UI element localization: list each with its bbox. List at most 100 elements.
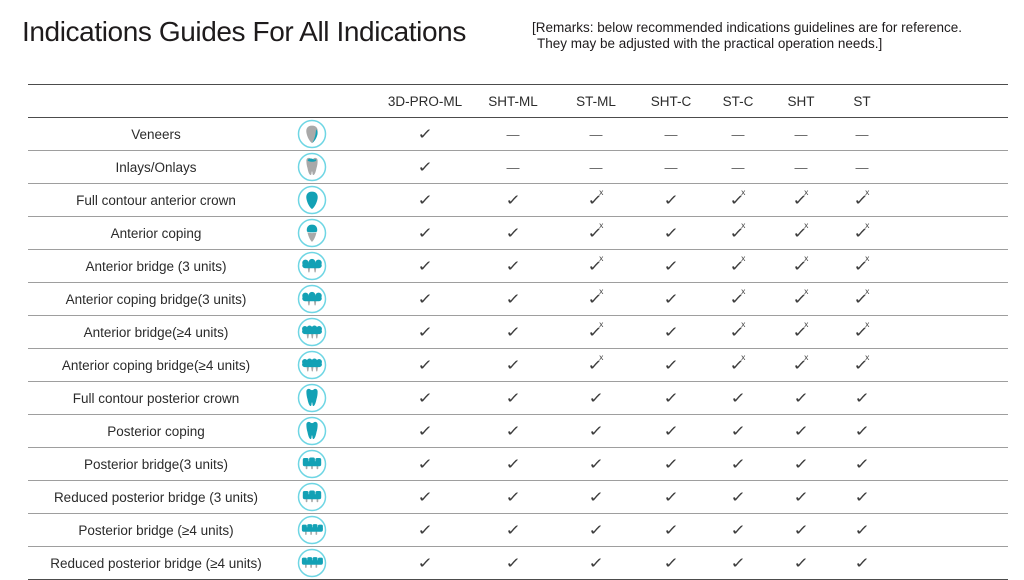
row-label: Full contour anterior crown (76, 192, 236, 208)
indication-mark-cell: ✓x (556, 217, 636, 249)
indication-mark-cell: ✓x (770, 250, 832, 282)
indication-mark-cell: ✓ (556, 547, 636, 579)
check-mark: ✓ (588, 553, 604, 572)
row-gap-spacer (340, 514, 380, 546)
header-icon-spacer (284, 85, 340, 117)
check-mark: ✓ (588, 388, 604, 407)
check-mark: ✓ (417, 190, 433, 209)
indication-mark-cell: ✓ (636, 415, 706, 447)
indication-mark-cell: ✓x (770, 316, 832, 348)
header-filler (892, 85, 1008, 117)
indication-mark-cell: ✓ (636, 349, 706, 381)
indication-mark-cell: — (470, 151, 556, 183)
check-mark: ✓ (417, 289, 433, 308)
indication-mark-cell: ✓ (470, 184, 556, 216)
check-with-x-mark: ✓x (792, 187, 809, 209)
row-gap-spacer (340, 184, 380, 216)
row-gap-spacer (340, 547, 380, 579)
check-mark: ✓ (663, 322, 679, 341)
indication-mark-cell: ✓x (770, 184, 832, 216)
remarks-note: [Remarks: below recommended indications … (532, 16, 1014, 52)
check-mark: ✓ (663, 190, 679, 209)
check-mark: ✓ (854, 421, 870, 440)
check-mark: ✓ (854, 487, 870, 506)
indication-mark-cell: ✓ (770, 382, 832, 414)
indication-mark-cell: ✓ (706, 514, 770, 546)
check-mark: ✓ (793, 421, 809, 440)
indication-mark-cell: ✓ (636, 547, 706, 579)
check-mark: ✓ (417, 454, 433, 473)
check-mark: ✓ (417, 487, 433, 506)
check-mark: ✓ (505, 256, 521, 275)
indication-mark-cell: ✓ (636, 382, 706, 414)
table-header-row: 3D-PRO-ML SHT-ML ST-ML SHT-C ST-C SHT ST (28, 85, 1008, 118)
row-label: Reduced posterior bridge (≥4 units) (50, 555, 262, 571)
column-header-st: ST (853, 93, 871, 109)
indication-mark-cell: ✓x (770, 349, 832, 381)
table-row: Veneers ✓ — — — — — — (28, 118, 1008, 150)
indication-mark-cell: ✓ (470, 382, 556, 414)
indication-mark-cell: ✓ (636, 250, 706, 282)
indication-mark-cell: ✓ (636, 217, 706, 249)
indication-mark-cell: ✓x (706, 217, 770, 249)
row-label: Veneers (131, 126, 181, 142)
row-label: Posterior bridge(3 units) (83, 456, 229, 472)
check-mark: ✓ (505, 388, 521, 407)
indication-mark-cell: ✓x (706, 283, 770, 315)
indication-mark-cell: ✓ (470, 316, 556, 348)
indication-mark-cell: ✓ (380, 349, 470, 381)
row-filler (892, 514, 1008, 546)
row-gap-spacer (340, 382, 380, 414)
indication-mark-cell: — (832, 151, 892, 183)
indication-mark-cell: ✓ (380, 382, 470, 414)
reduced-posterior-bridge-4-icon (284, 547, 340, 579)
check-with-x-mark: ✓x (853, 220, 870, 242)
indication-mark-cell: ✓x (832, 250, 892, 282)
table-row: Anterior coping bridge(3 units) ✓ ✓ ✓x ✓ ✓x ✓… (28, 282, 1008, 315)
row-filler (892, 118, 1008, 150)
indication-mark-cell: ✓ (470, 349, 556, 381)
check-mark: ✓ (730, 421, 746, 440)
check-mark: ✓ (417, 355, 433, 374)
indication-mark-cell: ✓ (470, 481, 556, 513)
check-with-x-mark: ✓x (853, 187, 870, 209)
check-mark: ✓ (730, 553, 746, 572)
row-label: Posterior bridge (≥4 units) (78, 522, 234, 538)
row-gap-spacer (340, 151, 380, 183)
table-row: Anterior coping ✓ ✓ ✓x ✓ ✓x ✓x ✓x (28, 216, 1008, 249)
indication-mark-cell: ✓ (380, 481, 470, 513)
indication-mark-cell: ✓ (380, 448, 470, 480)
check-mark: ✓ (505, 421, 521, 440)
check-with-x-mark: ✓x (853, 253, 870, 275)
indication-mark-cell: ✓ (470, 448, 556, 480)
table-row: Posterior coping ✓ ✓ ✓ ✓ ✓ ✓ ✓ (28, 414, 1008, 447)
indication-mark-cell: ✓x (832, 283, 892, 315)
row-filler (892, 217, 1008, 249)
check-mark: ✓ (854, 454, 870, 473)
indication-mark-cell: ✓ (832, 448, 892, 480)
row-filler (892, 184, 1008, 216)
reduced-posterior-bridge-3-icon (284, 481, 340, 513)
indication-mark-cell: ✓x (556, 184, 636, 216)
indication-mark-cell: ✓ (770, 415, 832, 447)
row-label: Anterior coping bridge(≥4 units) (61, 357, 251, 373)
check-with-x-mark: ✓x (729, 187, 746, 209)
anterior-bridge-3-icon (284, 250, 340, 282)
table-row: Full contour posterior crown ✓ ✓ ✓ ✓ ✓ ✓ ✓ (28, 381, 1008, 414)
row-filler (892, 415, 1008, 447)
indication-mark-cell: ✓ (770, 448, 832, 480)
check-mark: ✓ (793, 454, 809, 473)
check-mark: ✓ (417, 157, 433, 176)
indication-mark-cell: ✓ (706, 448, 770, 480)
check-mark: ✓ (417, 388, 433, 407)
check-with-x-mark: ✓x (587, 253, 604, 275)
indication-mark-cell: — (556, 118, 636, 150)
check-mark: ✓ (663, 289, 679, 308)
indication-mark-cell: — (556, 151, 636, 183)
row-label: Full contour posterior crown (72, 390, 240, 406)
row-gap-spacer (340, 250, 380, 282)
indication-mark-cell: ✓ (470, 283, 556, 315)
row-filler (892, 151, 1008, 183)
check-mark: ✓ (663, 223, 679, 242)
row-filler (892, 316, 1008, 348)
